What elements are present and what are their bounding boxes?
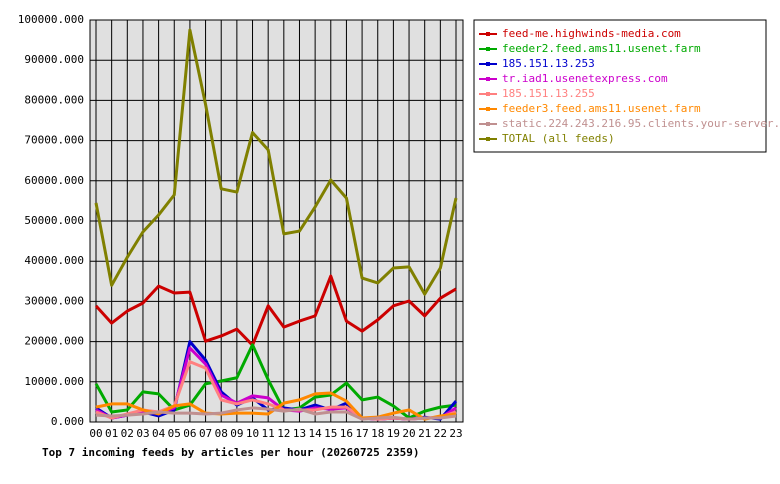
x-tick-label: 03 [136,427,149,440]
x-tick-label: 20 [402,427,415,440]
x-tick-label: 18 [371,427,384,440]
x-tick-label: 23 [449,427,462,440]
legend-marker [486,137,490,141]
y-tick-label: 30000.000 [24,294,84,307]
y-tick-label: 40000.000 [24,254,84,267]
y-tick-label: 80000.000 [24,93,84,106]
x-tick-label: 06 [183,427,196,440]
legend-marker [486,107,490,111]
legend-marker [486,32,490,36]
y-tick-label: 100000.000 [18,13,84,26]
series-line [94,28,458,296]
x-tick-label: 00 [89,427,102,440]
chart-title: Top 7 incoming feeds by articles per hou… [42,446,420,459]
series-line [94,343,457,420]
legend-label: feed-me.highwinds-media.com [502,27,681,40]
legend-marker [486,122,490,126]
legend-marker [486,92,490,96]
x-tick-label: 21 [418,427,431,440]
x-tick-label: 22 [434,427,447,440]
x-tick-label: 11 [262,427,275,440]
legend-label: 185.151.13.253 [502,57,595,70]
x-tick-label: 07 [199,427,212,440]
x-tick-label: 12 [277,427,290,440]
y-tick-label: 50000.000 [24,214,84,227]
x-tick-label: 19 [387,427,400,440]
series-line [94,274,457,347]
x-tick-label: 14 [309,427,323,440]
x-tick-label: 08 [215,427,228,440]
x-tick-label: 09 [230,427,243,440]
y-tick-label: 90000.000 [24,53,84,66]
x-tick-label: 02 [121,427,134,440]
x-tick-label: 13 [293,427,306,440]
x-tick-label: 17 [355,427,368,440]
y-tick-label: 60000.000 [24,174,84,187]
x-tick-label: 01 [105,427,118,440]
x-tick-label: 16 [340,427,353,440]
legend-marker [486,47,490,51]
y-tick-label: 10000.000 [24,375,84,388]
legend-label: TOTAL (all feeds) [502,132,615,145]
series-line [95,406,457,421]
x-tick-label: 04 [152,427,166,440]
legend-marker [486,77,490,81]
legend-label: 185.151.13.255 [502,87,595,100]
legend-label: feeder2.feed.ams11.usenet.farm [502,42,701,55]
legend-label: feeder3.feed.ams11.usenet.farm [502,102,701,115]
y-tick-label: 0.000 [51,415,84,428]
x-tick-label: 15 [324,427,337,440]
y-tick-label: 20000.000 [24,335,84,348]
legend-box [473,19,767,153]
legend-marker [486,62,490,66]
legend-label: tr.iad1.usenetexpress.com [502,72,668,85]
y-tick-label: 70000.000 [24,134,84,147]
x-tick-label: 10 [246,427,259,440]
legend-label: static.224.243.216.95.clients.your-serve… [502,117,780,130]
x-tick-label: 05 [168,427,181,440]
